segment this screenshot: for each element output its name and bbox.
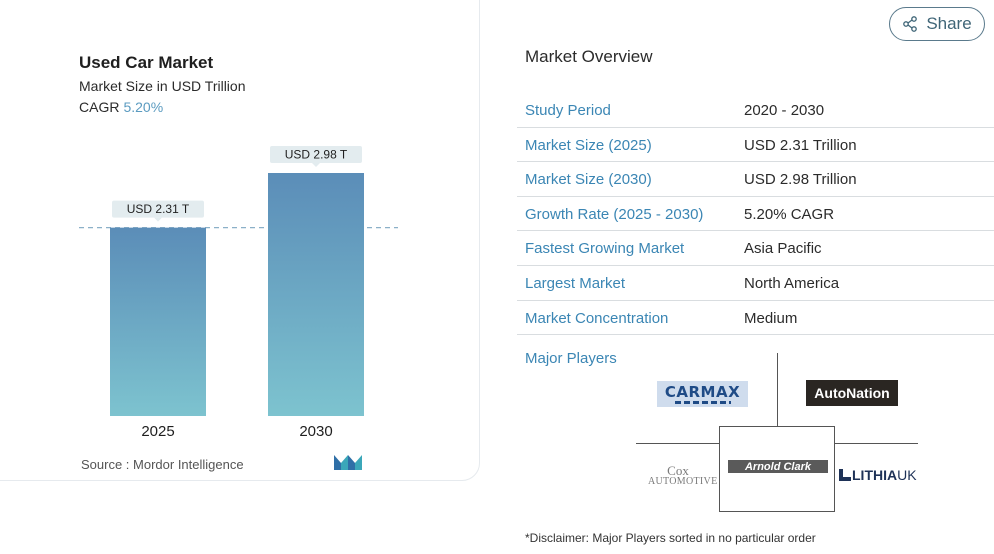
data-label-2030: USD 2.98 T [285, 148, 348, 162]
major-players-grid: CARMAX AutoNation Arnold Clark Cox AUTOM… [636, 353, 918, 512]
overview-row-growth-rate: Growth Rate (2025 - 2030) 5.20% CAGR [517, 197, 994, 232]
overview-row-fastest-growing: Fastest Growing Market Asia Pacific [517, 231, 994, 266]
cox-logo-line1: Cox [667, 463, 689, 478]
chart-title: Used Car Market [79, 53, 214, 72]
bar-2025 [110, 227, 206, 416]
lithia-logo-text: LITHIA [852, 467, 898, 483]
bar-chart: USD 2.31 T 2025 USD 2.98 T 2030 [79, 146, 398, 440]
share-icon [903, 16, 918, 32]
overview-value: USD 2.31 Trillion [744, 136, 857, 154]
cagr-row: CAGR 5.20% [79, 99, 163, 115]
cagr-label: CAGR [79, 99, 120, 115]
data-label-bg-2030 [270, 146, 362, 163]
cox-logo-line2: AUTOMOTIVE [648, 476, 718, 487]
overview-value: USD 2.98 Trillion [744, 171, 857, 189]
arnold-clark-logo[interactable]: Arnold Clark [728, 460, 828, 473]
overview-row-concentration: Market Concentration Medium [517, 301, 994, 336]
carmax-dashes [674, 400, 731, 404]
major-players-label[interactable]: Major Players [525, 350, 617, 367]
share-label: Share [926, 14, 972, 33]
share-button[interactable]: Share [889, 7, 985, 41]
overview-label[interactable]: Growth Rate (2025 - 2030) [525, 205, 704, 223]
data-label-pointer-2030 [312, 163, 320, 167]
disclaimer-text: *Disclaimer: Major Players sorted in no … [525, 531, 816, 545]
lithia-mark-icon [839, 469, 851, 481]
overview-row-market-size-2030: Market Size (2030) USD 2.98 Trillion [517, 162, 994, 197]
grid-divider [636, 443, 719, 444]
overview-title: Market Overview [525, 47, 653, 66]
lithia-logo-suffix: UK [897, 467, 917, 483]
x-tick-label-2025: 2025 [141, 423, 174, 440]
cox-automotive-logo[interactable]: Cox AUTOMOTIVE [648, 463, 718, 487]
chart-card [0, 0, 480, 481]
grid-divider [835, 443, 918, 444]
center-logo-box: Arnold Clark [719, 426, 835, 512]
overview-label[interactable]: Fastest Growing Market [525, 240, 685, 258]
autonation-logo[interactable]: AutoNation [806, 380, 898, 406]
carmax-logo[interactable]: CARMAX [657, 381, 748, 407]
lithia-logo[interactable]: LITHIA UK [839, 467, 917, 483]
overview-value: 5.20% CAGR [744, 205, 835, 223]
overview-value: North America [744, 274, 840, 292]
x-tick-label-2030: 2030 [299, 423, 332, 440]
overview-value: Medium [744, 309, 798, 327]
overview-value: 2020 - 2030 [744, 102, 825, 119]
overview-label[interactable]: Study Period [525, 102, 611, 119]
overview-row-market-size-2025: Market Size (2025) USD 2.31 Trillion [517, 128, 994, 163]
overview-label[interactable]: Market Concentration [525, 309, 669, 327]
overview-label[interactable]: Market Size (2030) [525, 171, 652, 189]
overview-value: Asia Pacific [744, 240, 822, 258]
cagr-value: 5.20% [123, 99, 164, 115]
overview-table: Study Period 2020 - 2030 Market Size (20… [517, 93, 994, 336]
chart-subtitle: Market Size in USD Trillion [79, 78, 246, 94]
data-label-pointer-2025 [154, 217, 162, 222]
source-text: Source : Mordor Intelligence [81, 457, 244, 472]
overview-row-study-period: Study Period 2020 - 2030 [517, 93, 994, 128]
mordor-logo-icon [334, 453, 362, 476]
data-label-2025: USD 2.31 T [127, 202, 190, 216]
overview-label[interactable]: Largest Market [525, 274, 626, 292]
overview-row-largest-market: Largest Market North America [517, 266, 994, 301]
carmax-logo-text: CARMAX [664, 382, 741, 401]
bar-2030 [268, 173, 364, 416]
grid-divider [777, 353, 778, 426]
data-label-bg-2025 [112, 200, 204, 218]
overview-label[interactable]: Market Size (2025) [525, 136, 652, 154]
